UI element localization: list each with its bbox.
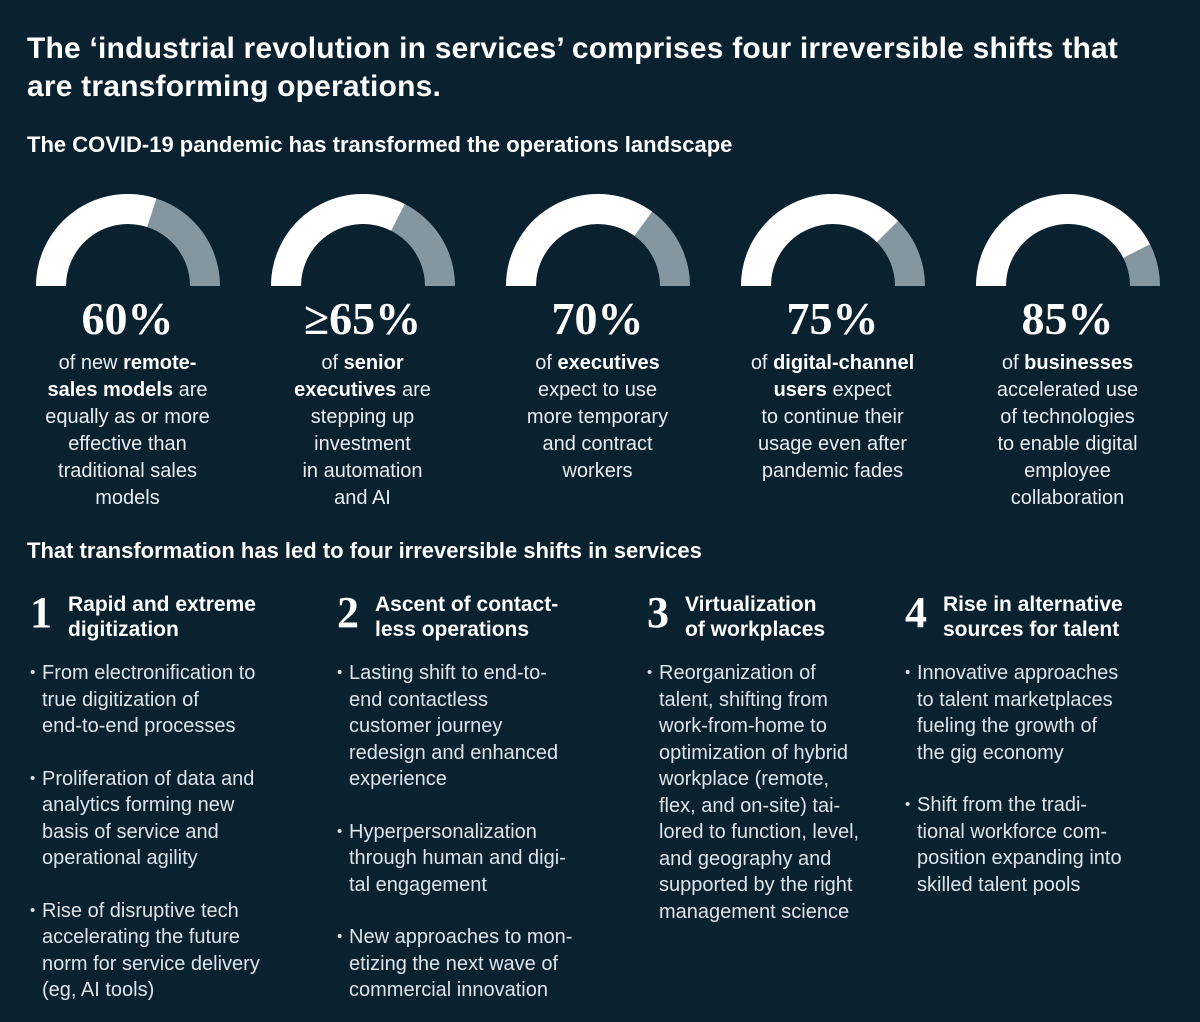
bullet-dot: • — [30, 664, 36, 681]
bullet-item: • From electronification to true digitiza… — [30, 660, 319, 740]
shift-header: 4 Rise in alternative sources for talent — [905, 590, 1173, 642]
gauge-fill — [505, 194, 652, 287]
gauge-description: of businesses accelerated use of technol… — [996, 352, 1139, 509]
gauge-arc-chart — [740, 194, 925, 287]
bullet-text: Rise of disruptive tech accelerating the… — [42, 899, 260, 1002]
bullet-item: • Innovative approaches to talent marketp… — [905, 660, 1155, 766]
gauge-value: 75% — [786, 293, 879, 344]
bullet-text: Innovative approaches to talent marketpl… — [917, 662, 1119, 764]
shift-column: 1 Rapid and extreme digitization • From ele… — [30, 590, 337, 1004]
shift-header: 2 Ascent of contact- less operations — [337, 590, 647, 642]
gauge-description: of senior executives are stepping up inv… — [294, 352, 431, 509]
shift-title: Rapid and extreme digitization — [68, 593, 256, 641]
gauge-stat: ≥65% of senior executives are stepping up… — [245, 194, 480, 512]
gauge-fill — [975, 194, 1150, 287]
bullet-item: • Reorganization of talent, shifting from… — [647, 660, 887, 925]
bullet-text: Proliferation of data and analytics form… — [42, 767, 255, 870]
bullet-dot: • — [337, 664, 343, 681]
shift-number: 1 — [30, 588, 52, 637]
shift-header: 1 Rapid and extreme digitization — [30, 590, 337, 642]
shift-column: 2 Ascent of contact- less operations • Last… — [337, 590, 647, 1004]
bullet-dot: • — [905, 664, 911, 681]
bullet-item: • Proliferation of data and analytics for… — [30, 766, 319, 872]
shift-number: 4 — [905, 588, 927, 637]
bullet-dot: • — [30, 901, 36, 919]
gauge-stat: 70% of executives expect to use more temp… — [480, 194, 715, 512]
gauge-value: ≥65% — [303, 293, 422, 344]
shift-bullet-list: • Lasting shift to end-to- end contactles… — [337, 660, 647, 1004]
bullet-text: New approaches to mon- etizing the next … — [349, 926, 573, 1001]
shift-bullet-list: • Reorganization of talent, shifting from… — [647, 660, 905, 925]
bullet-item: • Hyperpersonalization through human and … — [337, 819, 629, 899]
gauge-arc-chart — [35, 194, 220, 287]
gauge-stat: 60% of new remote- sales models are equal… — [10, 194, 245, 512]
shift-number: 2 — [337, 588, 359, 637]
gauge-stat: 85% of businesses accelerated use of tech… — [950, 194, 1185, 512]
gauges-row: 60% of new remote- sales models are equal… — [0, 194, 1200, 512]
bullet-dot: • — [337, 822, 343, 840]
gauge-arc-chart — [505, 194, 690, 287]
pandemic-section-heading: The COVID-19 pandemic has transformed th… — [27, 132, 733, 157]
gauge-stat: 75% of digital-channel users expect to co… — [715, 194, 950, 512]
bullet-dot: • — [905, 796, 911, 813]
page-title: The ‘industrial revolution in services’ … — [27, 32, 1119, 103]
bullet-dot: • — [647, 664, 653, 681]
bullet-text: Shift from the tradi- tional workforce c… — [917, 794, 1122, 896]
bullet-dot: • — [337, 928, 343, 945]
shift-title: Ascent of contact- less operations — [375, 593, 559, 641]
bullet-item: • Lasting shift to end-to- end contactles… — [337, 660, 629, 793]
bullet-text: From electronification to true digitizat… — [42, 662, 256, 737]
gauge-description: of executives expect to use more tempora… — [526, 352, 669, 482]
shift-bullet-list: • From electronification to true digitiza… — [30, 660, 337, 1004]
gauge-arc-chart — [270, 194, 455, 287]
shift-bullet-list: • Innovative approaches to talent marketp… — [905, 660, 1173, 898]
bullet-item: • Rise of disruptive tech accelerating th… — [30, 898, 319, 1004]
gauge-value: 85% — [1021, 293, 1114, 344]
bullet-item: • New approaches to mon- etizing the next… — [337, 924, 629, 1004]
gauge-fill — [740, 194, 898, 287]
gauge-description: of digital-channel users expect to conti… — [750, 352, 915, 482]
shifts-section-heading: That transformation has led to four irre… — [27, 538, 702, 563]
shift-number: 3 — [647, 588, 669, 637]
bullet-text: Hyperpersonalization through human and d… — [349, 820, 566, 896]
gauge-arc-chart — [975, 194, 1160, 287]
gauge-fill — [35, 194, 156, 287]
shift-header: 3 Virtualization of workplaces — [647, 590, 905, 642]
shift-title: Virtualization of workplaces — [685, 593, 826, 641]
gauge-description: of new remote- sales models are equally … — [45, 352, 210, 509]
bullet-item: • Shift from the tradi- tional workforce … — [905, 792, 1155, 898]
shift-column: 4 Rise in alternative sources for talent •… — [905, 590, 1173, 1004]
gauge-value: 60% — [81, 293, 174, 344]
shifts-grid: 1 Rapid and extreme digitization • From ele… — [0, 590, 1200, 1004]
bullet-dot: • — [30, 769, 36, 787]
bullet-text: Lasting shift to end-to- end contactless… — [349, 662, 559, 790]
shift-column: 3 Virtualization of workplaces • Reorganiza… — [647, 590, 905, 1004]
bullet-text: Reorganization of talent, shifting from … — [659, 662, 860, 923]
shift-title: Rise in alternative sources for talent — [943, 593, 1123, 641]
gauge-value: 70% — [551, 293, 644, 344]
gauge-fill — [270, 194, 405, 287]
